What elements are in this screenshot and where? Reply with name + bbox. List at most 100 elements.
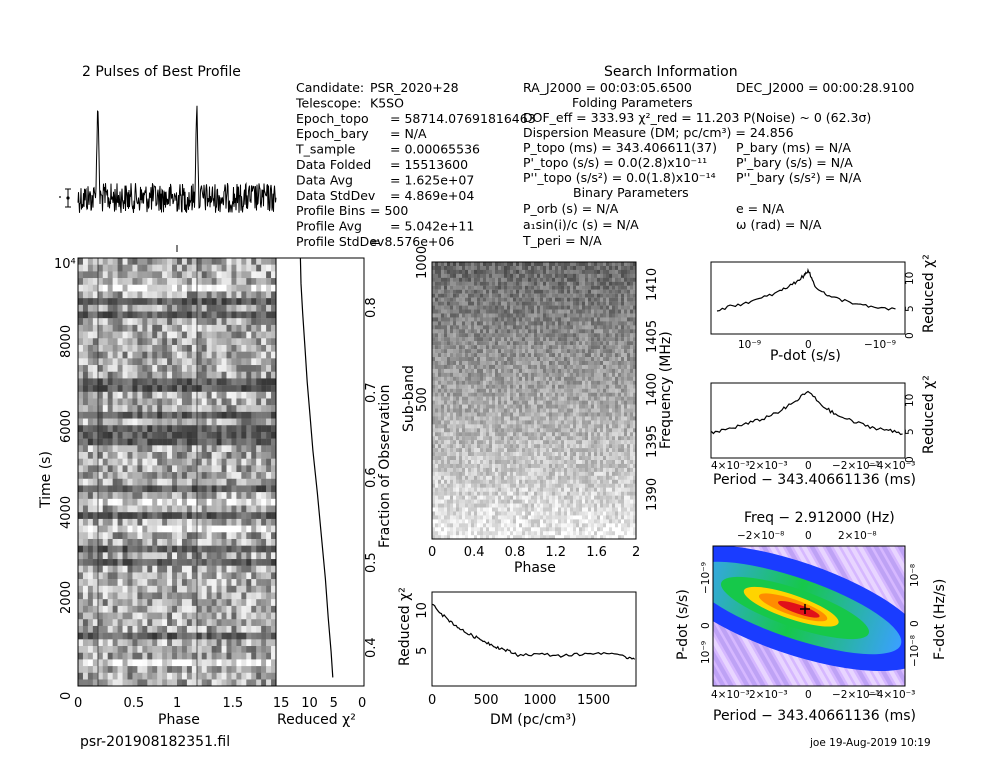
- ppdot-xtick: −2×10⁻³: [832, 689, 879, 701]
- freq-label: Frequency (MHz): [658, 331, 674, 449]
- freq-tick: 1395: [645, 425, 660, 458]
- a1sini: a₁sin(i)/c (s) = N/A: [523, 217, 639, 232]
- subband-xlabel: Phase: [514, 560, 556, 576]
- period-chi2-line: [710, 390, 903, 436]
- cand-value: = 0.00065536: [390, 142, 480, 157]
- period-xtick: −2×10⁻³: [832, 460, 879, 472]
- pdd-bary: P''_bary (s/s²) = N/A: [736, 170, 862, 185]
- cand-value: = 8.576e+06: [370, 234, 454, 249]
- time-xtick: 0: [74, 696, 82, 711]
- subband-panel: 0 0.4 0.8 1.2 1.6 2 500 1000 1390 1395 1400 1405 141…: [401, 246, 674, 576]
- t-peri: T_peri = N/A: [522, 233, 602, 248]
- cand-value: = 1.625e+07: [390, 172, 474, 187]
- pulse-profile: [59, 105, 277, 252]
- period-ytick: 5: [904, 428, 916, 435]
- fraction-tick: 0.6: [364, 467, 379, 488]
- footer-filename: psr-201908182351.fil: [80, 734, 230, 750]
- fdot-tick: 10⁻⁸: [909, 564, 921, 587]
- pdot-xtick: 10⁻⁹: [738, 339, 761, 351]
- subband-ytick: 1000: [415, 246, 430, 279]
- cand-value: = 4.869e+04: [390, 188, 474, 203]
- fraction-tick: 0.8: [364, 297, 379, 318]
- fdot-tick: 0: [909, 620, 921, 627]
- cand-value: = 5.042e+11: [390, 219, 474, 234]
- pdot-xtick: −10⁻⁹: [864, 339, 896, 351]
- period-xtick: 2×10⁻³: [749, 460, 788, 472]
- subband-xtick: 1.2: [545, 545, 566, 560]
- dm-ytick: 10: [415, 602, 430, 619]
- subband-xtick: 1.6: [586, 545, 607, 560]
- chi2-xtick: 15: [273, 696, 290, 711]
- period-xlabel: Period − 343.40661136 (ms): [713, 472, 916, 488]
- dm-ytick: 5: [415, 647, 430, 655]
- pdd-topo: P''_topo (s/s²) = 0.0(1.8)x10⁻¹⁴: [523, 170, 716, 185]
- cand-label: Data Avg: [296, 172, 353, 187]
- p-orb: P_orb (s) = N/A: [523, 201, 619, 216]
- ppdot-toptick: 0: [805, 530, 812, 542]
- time-xtick: 0.5: [124, 696, 145, 711]
- time-ytick: 2000: [59, 581, 74, 614]
- pdot-chi2-line: [716, 267, 896, 312]
- cand-label: Telescope:: [295, 95, 361, 110]
- p-topo: P_topo (ms) = 343.406611(37): [523, 140, 717, 155]
- ppdot-ytick: 10⁻⁹: [700, 641, 712, 664]
- period-xtick: 0: [805, 460, 812, 472]
- cand-value: = 58714.07691816463: [390, 111, 536, 126]
- ppdot-toptick: 2×10⁻⁸: [838, 530, 877, 542]
- ra-value: RA_J2000 = 00:03:05.6500: [523, 80, 692, 95]
- period-ytick: 10: [904, 394, 916, 407]
- ppdot-panel: Freq − 2.912000 (Hz) 4×10⁻³ 2×10⁻³ 0 −2×10⁻…: [675, 510, 948, 724]
- dm-line: Dispersion Measure (DM; pc/cm³) = 24.856: [523, 125, 794, 140]
- dm-xtick: 1500: [577, 693, 610, 708]
- pdot-xtick: 0: [805, 339, 812, 351]
- search-title: Search Information: [604, 64, 738, 80]
- time-ytick: 4000: [59, 496, 74, 529]
- ppdot-contour: [713, 546, 905, 672]
- subband-xtick: 2: [632, 545, 640, 560]
- cand-value: = 500: [370, 203, 408, 218]
- time-chi2-panel: 15 10 5 0 0.4 0.5 0.6 0.7 0.8 Reduced χ² Fractio…: [273, 257, 393, 728]
- cand-label: Data StdDev: [296, 188, 376, 203]
- pdot-ylabel: Reduced χ²: [921, 254, 937, 333]
- ppdot-toptick: −2×10⁻⁸: [737, 530, 784, 542]
- pdot-xlabel: P-dot (s/s): [770, 348, 841, 364]
- ppdot-xlabel: Period − 343.40661136 (ms): [713, 708, 916, 724]
- ppdot-xtick: 4×10⁻³: [711, 689, 750, 701]
- dof-line: DOF_eff = 333.93 χ²_red = 11.203 P(Noise…: [523, 110, 871, 125]
- period-xtick: 4×10⁻³: [711, 460, 750, 472]
- cand-label: Profile Avg: [296, 219, 362, 234]
- cand-label: Profile StdDev: [296, 234, 385, 249]
- pdot-chi2-panel: 10⁻⁹ 0 −10⁻⁹ 0 5 10 P-dot (s/s) Reduced χ²: [710, 254, 937, 364]
- pdot-ytick: 10: [904, 272, 916, 285]
- cand-value: K5SO: [370, 95, 404, 110]
- period-ytick: 0: [904, 456, 916, 463]
- ppdot-xtick: 0: [805, 689, 812, 701]
- pulse-profile-line: [77, 105, 277, 213]
- fraction-tick: 0.5: [364, 552, 379, 573]
- fdot-tick: −10⁻⁸: [909, 635, 921, 667]
- dm-xlabel: DM (pc/cm³): [490, 712, 576, 728]
- cand-label: T_sample: [295, 142, 356, 157]
- cand-value: = N/A: [390, 126, 427, 141]
- dm-xtick: 0: [428, 693, 436, 708]
- binary-header: Binary Parameters: [573, 185, 689, 200]
- fraction-label: Fraction of Observation: [377, 384, 393, 548]
- pdot-ytick: 0: [904, 332, 916, 339]
- chi2-xtick: 10: [301, 696, 318, 711]
- omega: ω (rad) = N/A: [736, 217, 822, 232]
- pd-topo: P'_topo (s/s) = 0.0(2.8)x10⁻¹¹: [523, 155, 707, 170]
- subband-xtick: 0: [428, 545, 436, 560]
- time-phase-panel: 10⁴ 0 0.5 1 1.5 0 2000 4000 6000 8000 Phase Time…: [38, 257, 277, 728]
- search-info: Search Information RA_J2000 = 00:03:05.6…: [522, 64, 914, 248]
- pd-bary: P'_bary (s/s) = N/A: [736, 155, 853, 170]
- time-ylabel: Time (s): [38, 451, 54, 509]
- ppdot-ylabel: P-dot (s/s): [675, 589, 691, 660]
- subband-xtick: 0.4: [464, 545, 485, 560]
- time-xtick: 1: [173, 696, 181, 711]
- cand-label: Profile Bins: [296, 203, 365, 218]
- fraction-tick: 0.7: [364, 382, 379, 403]
- time-top-exp: 10⁴: [54, 257, 76, 272]
- dm-xtick: 500: [474, 693, 499, 708]
